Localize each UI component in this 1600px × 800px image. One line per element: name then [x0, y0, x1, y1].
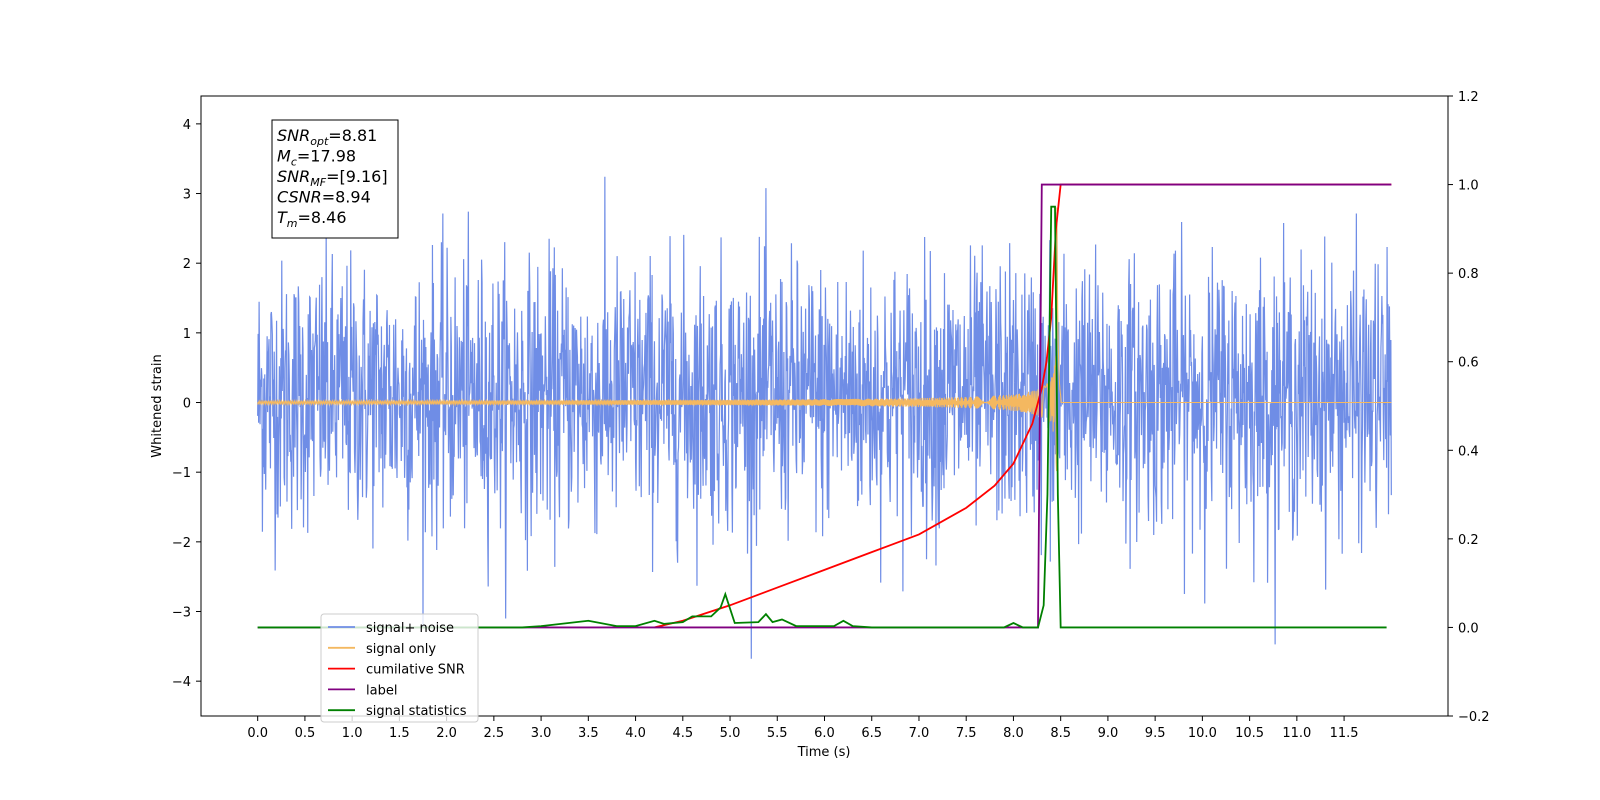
series-signal-only	[257, 207, 1392, 472]
legend-label: signal statistics	[366, 704, 467, 719]
y-left-tick-label: 3	[183, 188, 191, 203]
legend-frame	[320, 613, 479, 723]
x-tick-label: 5.5	[767, 726, 788, 741]
x-tick-label: 5.0	[720, 726, 741, 741]
x-tick-label: 11.0	[1282, 726, 1311, 741]
annotation-line: SNRMF=[9.16]	[277, 167, 388, 189]
y-axis-label: Whitened strain	[150, 354, 165, 457]
annotation-line: Tm=8.46	[277, 208, 347, 230]
y-left-tick-label: −4	[172, 675, 191, 690]
x-tick-label: 7.0	[909, 726, 930, 741]
annotation-line: Mc=17.98	[277, 147, 356, 169]
annotation-box: SNRopt=8.81Mc=17.98SNRMF=[9.16]CSNR=8.94…	[271, 119, 399, 239]
x-tick-label: 0.0	[247, 726, 268, 741]
y-left-tick-label: 2	[183, 257, 191, 272]
x-axis: 0.0 0.5 1.0 1.5 2.0 2.5 3.0 3.5 4.0 4.5 5.0 5.5 6.0 6…	[247, 716, 1359, 741]
annotation-line: CSNR=8.94	[277, 188, 371, 207]
y-right-tick-label: 0.8	[1458, 267, 1479, 282]
x-tick-label: 7.5	[956, 726, 977, 741]
x-tick-label: 1.5	[389, 726, 410, 741]
y-left-tick-label: −2	[172, 536, 191, 551]
x-tick-label: 11.5	[1330, 726, 1359, 741]
x-tick-label: 6.0	[814, 726, 835, 741]
y-axis-right: 1.2 1.0 0.8 0.6 0.4 0.2 0.0 −0.2	[1448, 90, 1490, 725]
y-axis-left: 4 3 2 1 0 −1 −2 −3 −4	[172, 118, 201, 690]
x-tick-label: 6.5	[861, 726, 882, 741]
y-right-tick-label: 1.2	[1458, 90, 1479, 105]
y-right-tick-label: 0.6	[1458, 356, 1479, 371]
x-tick-label: 9.5	[1145, 726, 1166, 741]
series-layer	[257, 176, 1392, 659]
x-axis-label: Time (s)	[797, 745, 851, 760]
y-left-tick-label: 4	[183, 118, 191, 133]
annotation-line: SNRopt=8.81	[277, 126, 377, 148]
series-signal-statistics	[257, 205, 1387, 629]
x-tick-label: 10.0	[1188, 726, 1217, 741]
x-tick-label: 8.0	[1003, 726, 1024, 741]
y-left-tick-label: −1	[172, 466, 191, 481]
y-right-tick-label: 1.0	[1458, 179, 1479, 194]
legend-label: signal+ noise	[366, 621, 454, 636]
x-tick-label: 3.5	[578, 726, 599, 741]
annotation-box-frame	[271, 119, 399, 239]
y-right-tick-label: 0.0	[1458, 621, 1479, 636]
x-tick-label: 1.0	[342, 726, 363, 741]
x-tick-label: 4.0	[625, 726, 646, 741]
x-tick-label: 10.5	[1235, 726, 1264, 741]
y-left-tick-label: 1	[183, 327, 191, 342]
x-tick-label: 9.0	[1098, 726, 1119, 741]
y-right-tick-label: −0.2	[1458, 710, 1490, 725]
y-left-tick-label: 0	[183, 397, 191, 412]
x-tick-label: 8.5	[1050, 726, 1071, 741]
y-right-tick-label: 0.4	[1458, 444, 1479, 459]
legend-label: cumilative SNR	[366, 663, 465, 678]
series-signal-noise	[257, 176, 1392, 659]
x-tick-label: 4.5	[672, 726, 693, 741]
legend-label: signal only	[366, 642, 436, 657]
x-tick-label: 3.0	[531, 726, 552, 741]
legend-label: label	[366, 683, 397, 698]
x-tick-label: 0.5	[295, 726, 316, 741]
legend: signal+ noise signal only cumilative SNR la…	[320, 613, 479, 723]
x-tick-label: 2.0	[436, 726, 457, 741]
series-cumulative-snr	[654, 183, 1392, 629]
y-left-tick-label: −3	[172, 606, 191, 621]
x-tick-label: 2.5	[484, 726, 505, 741]
y-right-tick-label: 0.2	[1458, 533, 1479, 548]
